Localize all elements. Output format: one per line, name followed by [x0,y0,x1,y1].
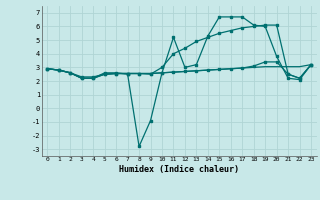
X-axis label: Humidex (Indice chaleur): Humidex (Indice chaleur) [119,165,239,174]
